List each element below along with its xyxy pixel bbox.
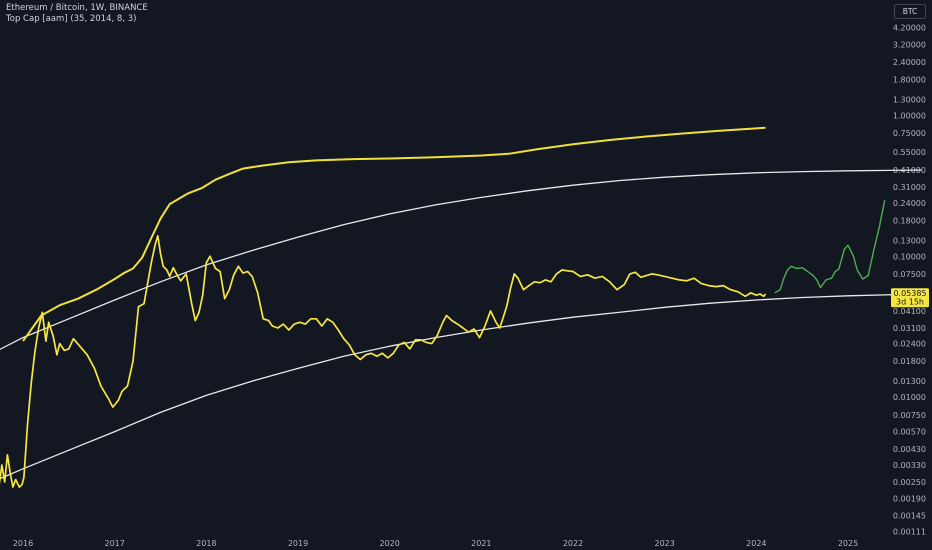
y-tick-label-18: 0.01800	[893, 357, 926, 366]
chart-series	[0, 126, 922, 488]
y-tick-label-25: 0.00250	[893, 478, 926, 487]
symbol-title[interactable]: Ethereum / Bitcoin, 1W, BINANCE	[6, 3, 148, 13]
indicator-legend[interactable]: Top Cap [aam] (35, 2014, 8, 3)	[6, 14, 137, 24]
projection-line	[774, 200, 886, 294]
y-tick-label-28: 0.00111	[893, 528, 926, 537]
y-tick-label-2: 2.40000	[893, 58, 926, 67]
y-tick-label-0: 4.20000	[893, 24, 926, 33]
y-tick-label-6: 0.75000	[893, 129, 926, 138]
x-tick-label-9: 2025	[838, 539, 858, 548]
y-tick-label-9: 0.31000	[893, 183, 926, 192]
y-tick-label-10: 0.24000	[893, 199, 926, 208]
y-tick-label-4: 1.30000	[893, 95, 926, 104]
x-tick-label-2: 2018	[196, 539, 216, 548]
y-tick-label-22: 0.00570	[893, 428, 926, 437]
price-axis[interactable]: 4.20000 3.20000 2.40000 1.80000 1.30000 1.000…	[893, 24, 926, 537]
top-cap-line	[22, 126, 766, 342]
y-tick-label-11: 0.18000	[893, 216, 926, 225]
currency-button[interactable]: BTC	[894, 4, 926, 19]
y-tick-label-21: 0.00750	[893, 411, 926, 420]
y-tick-label-27: 0.00145	[893, 511, 926, 520]
y-tick-label-16: 0.03100	[893, 324, 926, 333]
y-tick-label-19: 0.01300	[893, 377, 926, 386]
price-tag-countdown: 3d 15h	[896, 298, 924, 307]
x-tick-label-8: 2024	[746, 539, 766, 548]
y-tick-label-3: 1.80000	[893, 76, 926, 85]
x-tick-label-4: 2020	[379, 539, 399, 548]
x-tick-label-7: 2023	[654, 539, 674, 548]
x-tick-label-5: 2021	[471, 539, 491, 548]
y-tick-label-5: 1.00000	[893, 112, 926, 121]
price-tag-value: 0.05385	[893, 289, 926, 298]
price-tag-box	[891, 288, 929, 308]
y-tick-label-26: 0.00190	[893, 495, 926, 504]
price-line	[0, 234, 767, 488]
y-tick-label-12: 0.13000	[893, 236, 926, 245]
y-tick-label-17: 0.02400	[893, 340, 926, 349]
y-tick-label-20: 0.01000	[893, 393, 926, 402]
y-tick-label-14: 0.07500	[893, 270, 926, 279]
upper-band-line	[0, 169, 922, 351]
y-tick-label-1: 3.20000	[893, 40, 926, 49]
y-tick-label-7: 0.55000	[893, 148, 926, 157]
x-tick-label-0: 2016	[13, 539, 33, 548]
y-tick-label-24: 0.00330	[893, 461, 926, 470]
y-tick-label-23: 0.00430	[893, 445, 926, 454]
x-tick-label-6: 2022	[563, 539, 583, 548]
y-tick-label-15: 0.04100	[893, 307, 926, 316]
x-tick-label-1: 2017	[104, 539, 124, 548]
x-tick-label-3: 2019	[288, 539, 308, 548]
y-tick-label-13: 0.10000	[893, 252, 926, 261]
time-axis[interactable]: 2016 2017 2018 2019 2020 2021 2022 2023 2024 2025	[13, 539, 858, 548]
